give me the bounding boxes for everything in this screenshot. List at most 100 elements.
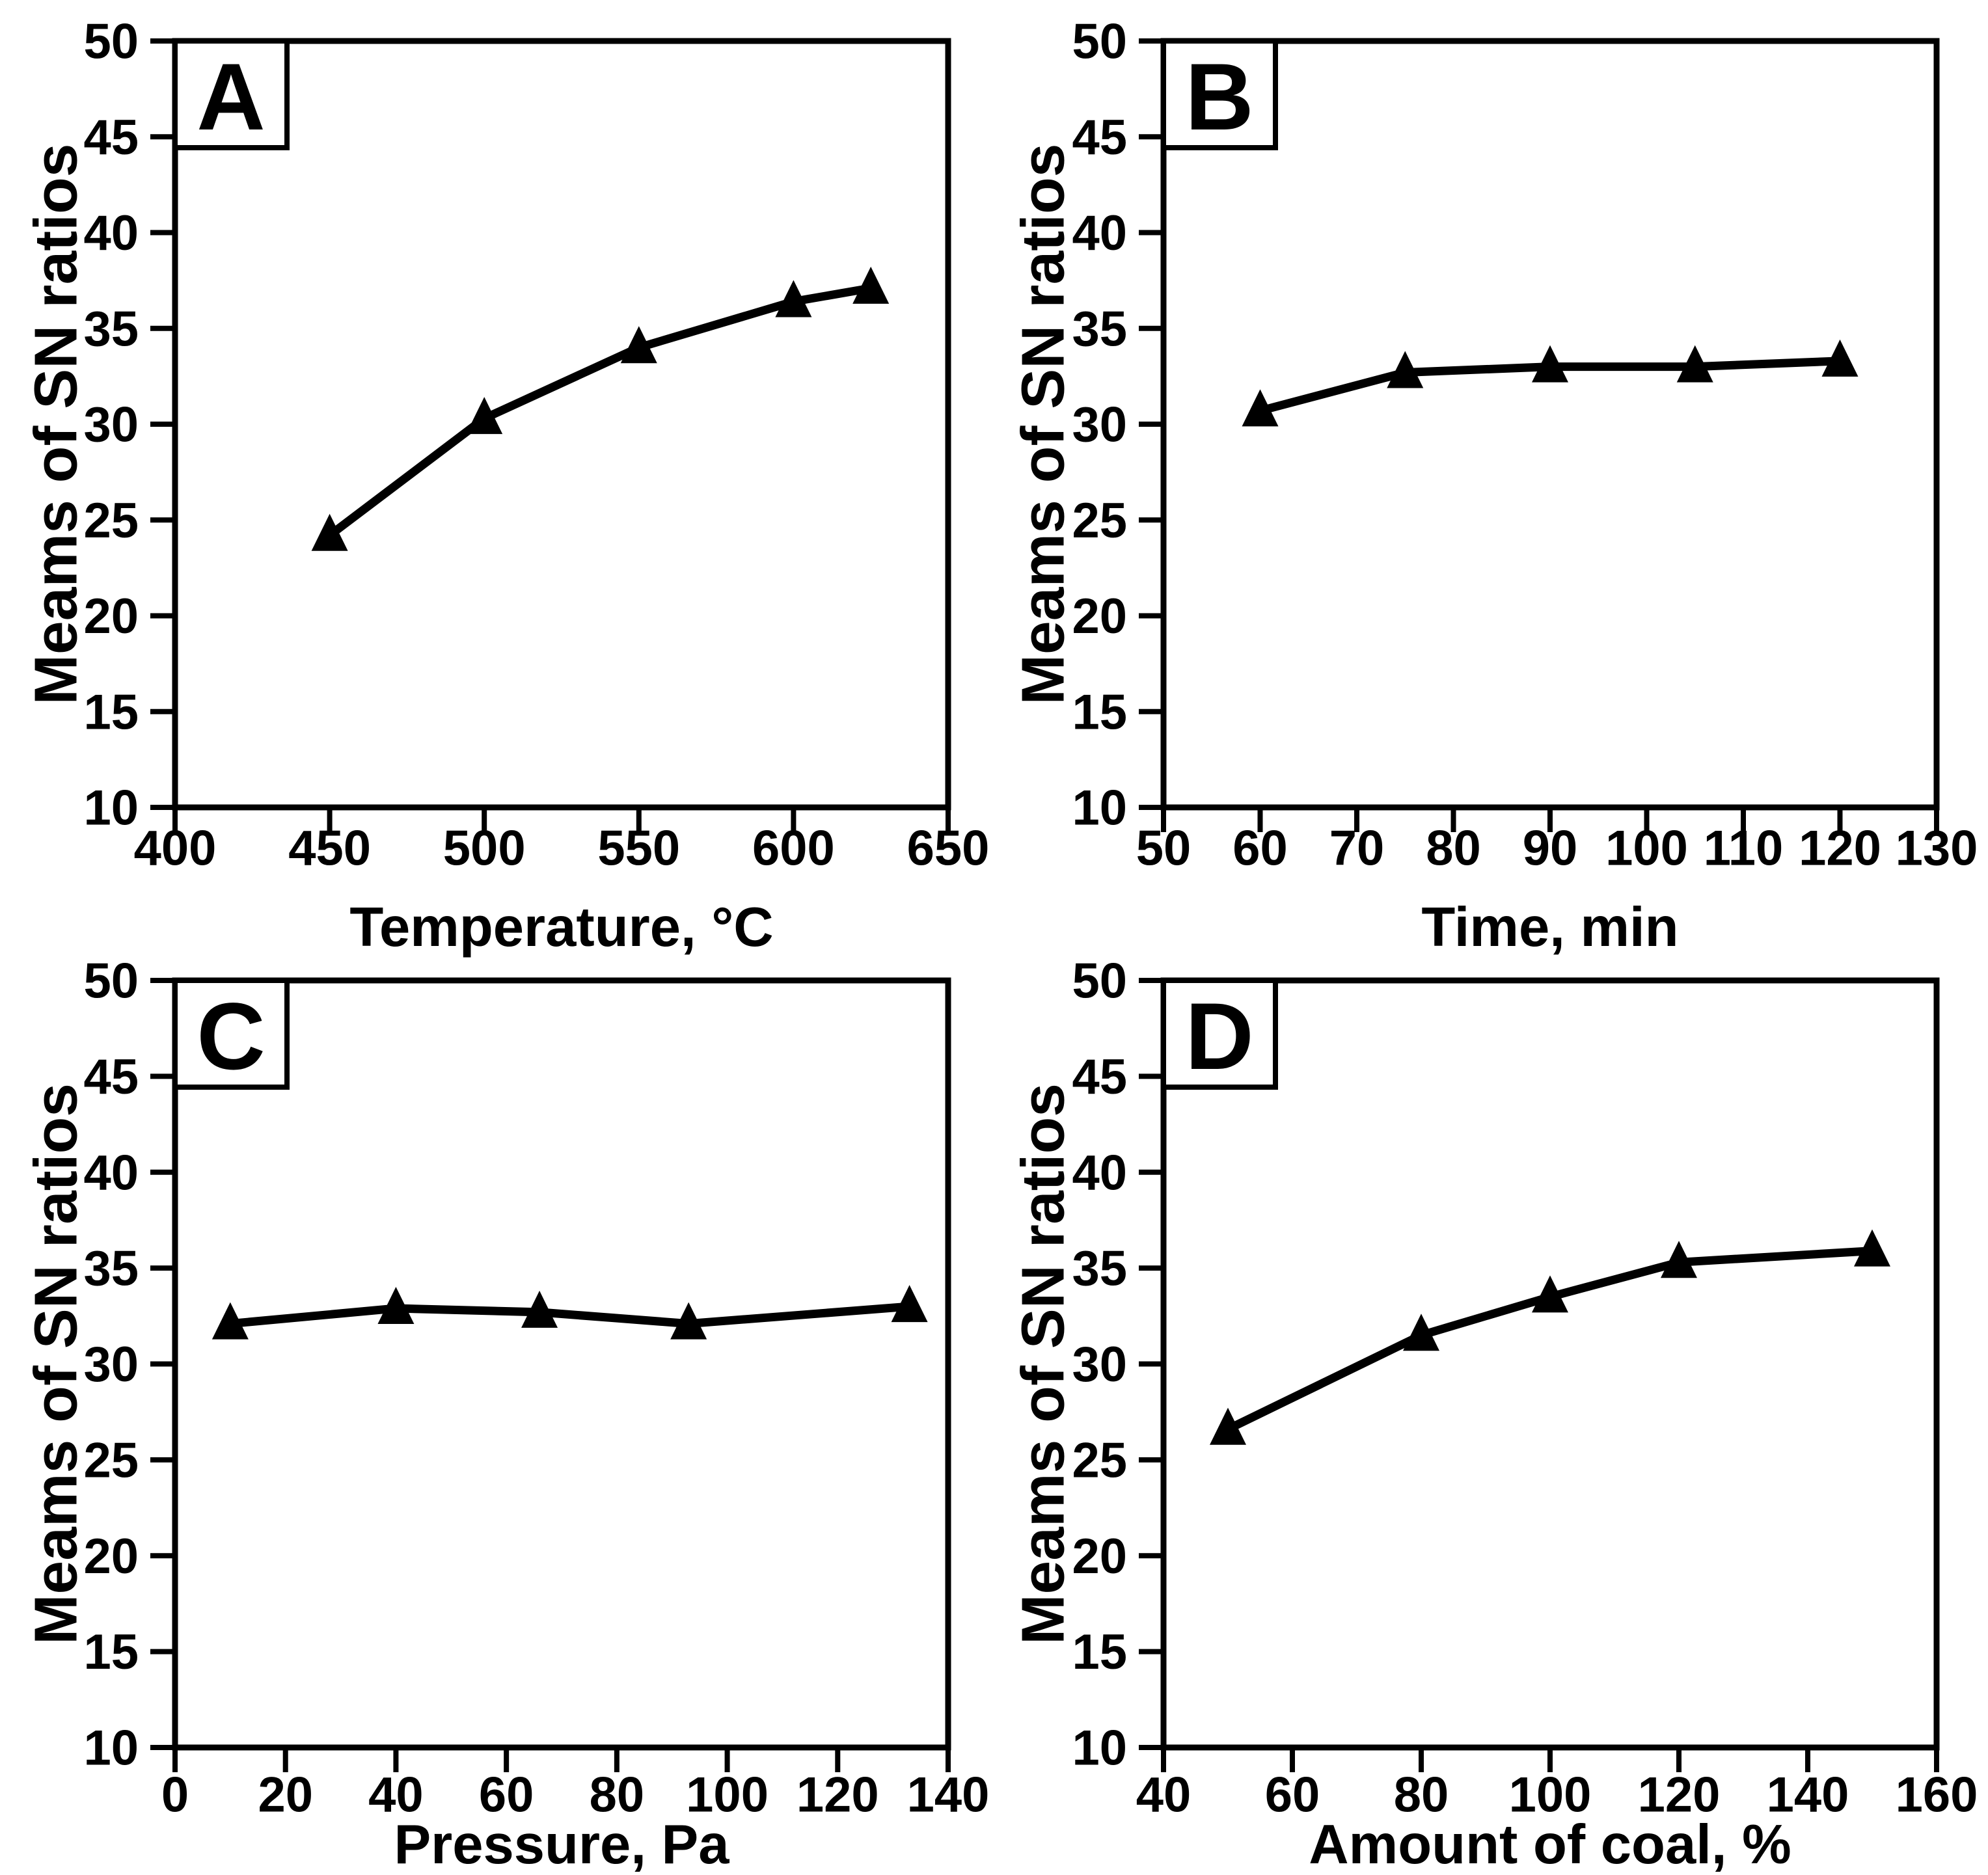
y-axis-title: Meams of SN ratios xyxy=(1009,143,1077,705)
x-tick-label: 80 xyxy=(1426,821,1481,876)
y-tick-label: 45 xyxy=(1072,1049,1127,1105)
y-tick-label: 25 xyxy=(83,1433,139,1488)
panel-label-box xyxy=(1161,978,1278,1090)
y-axis-title: Meams of SN ratios xyxy=(22,1083,90,1645)
y-tick-label: 30 xyxy=(1072,1337,1127,1392)
panel-label-box xyxy=(172,978,290,1090)
x-tick-label: 100 xyxy=(1605,821,1688,876)
x-tick-label: 650 xyxy=(907,821,990,876)
x-tick-label: 100 xyxy=(686,1768,769,1823)
x-tick-label: 20 xyxy=(258,1768,313,1823)
x-tick-label: 120 xyxy=(1638,1768,1721,1823)
x-tick-label: 450 xyxy=(288,821,371,876)
panel-label: C xyxy=(197,983,265,1089)
data-point-marker xyxy=(775,280,812,317)
data-point-marker xyxy=(311,513,348,551)
y-axis-title: Meams of SN ratios xyxy=(1009,1083,1077,1645)
y-tick-label: 50 xyxy=(1072,954,1127,1009)
y-tick-label: 10 xyxy=(83,781,139,836)
panel-label: D xyxy=(1185,983,1253,1089)
panel-a: 10 15 20 25 30 35 40 45 50 400 450 500 550 600 650 Meam… xyxy=(22,14,990,958)
data-point-marker xyxy=(1854,1229,1890,1267)
x-tick-label: 40 xyxy=(1136,1768,1191,1823)
y-tick-label: 50 xyxy=(83,954,139,1009)
x-tick-label: 500 xyxy=(443,821,526,876)
x-tick-label: 80 xyxy=(1394,1768,1449,1823)
data-point-marker xyxy=(1532,1275,1568,1313)
panel-label: B xyxy=(1185,44,1253,150)
panel-label-box xyxy=(172,38,290,150)
y-tick-label: 15 xyxy=(83,1625,139,1680)
data-point-marker xyxy=(1403,1314,1439,1351)
y-tick-label: 10 xyxy=(83,1721,139,1776)
x-tick-label: 160 xyxy=(1896,1768,1978,1823)
y-tick-label: 45 xyxy=(83,1049,139,1105)
y-tick-label: 45 xyxy=(83,110,139,165)
x-tick-label: 120 xyxy=(797,1768,879,1823)
y-tick-label: 25 xyxy=(1072,493,1127,548)
y-tick-label: 30 xyxy=(83,1337,139,1392)
panel-b: 10 15 20 25 30 35 40 45 50 50 60 70 80 90 100 110 120 130… xyxy=(1009,14,1978,958)
y-tick-label: 45 xyxy=(1072,110,1127,165)
x-tick-label: 40 xyxy=(368,1768,424,1823)
y-tick-label: 30 xyxy=(83,398,139,453)
y-tick-label: 40 xyxy=(1072,206,1127,261)
data-point-marker xyxy=(620,326,657,364)
y-tick-label: 35 xyxy=(1072,1241,1127,1297)
data-point-marker xyxy=(1676,345,1713,383)
data-point-marker xyxy=(1242,389,1279,427)
panel-label: A xyxy=(197,44,265,150)
x-tick-label: 400 xyxy=(134,821,217,876)
x-tick-label: 110 xyxy=(1704,821,1784,876)
y-tick-label: 40 xyxy=(83,206,139,261)
data-point-marker xyxy=(1387,351,1424,388)
y-tick-label: 40 xyxy=(1072,1145,1127,1200)
panel-d: 10 15 20 25 30 35 40 45 50 40 60 80 100 120 140 160 Meam… xyxy=(1009,954,1978,1875)
panel-label-box xyxy=(1161,38,1278,150)
x-tick-label: 80 xyxy=(590,1768,645,1823)
data-point-marker xyxy=(1210,1407,1246,1445)
x-tick-label: 600 xyxy=(752,821,835,876)
y-tick-label: 10 xyxy=(1072,781,1127,836)
x-axis-title: Time, min xyxy=(1421,897,1678,958)
y-tick-label: 50 xyxy=(1072,14,1127,70)
y-tick-label: 10 xyxy=(1072,1721,1127,1776)
x-tick-label: 130 xyxy=(1896,821,1978,876)
x-tick-label: 0 xyxy=(161,1768,189,1823)
y-axis-title: Meams of SN ratios xyxy=(22,143,90,705)
y-tick-label: 15 xyxy=(1072,684,1127,740)
data-point-marker xyxy=(521,1290,558,1328)
x-axis-title: Amount of coal, % xyxy=(1309,1814,1791,1872)
y-tick-label: 15 xyxy=(1072,1625,1127,1680)
y-tick-label: 20 xyxy=(83,1529,139,1584)
y-tick-label: 20 xyxy=(83,589,139,644)
y-tick-label: 25 xyxy=(83,493,139,548)
y-tick-label: 40 xyxy=(83,1145,139,1200)
data-point-marker xyxy=(466,397,503,435)
y-tick-label: 35 xyxy=(83,1241,139,1297)
x-tick-label: 50 xyxy=(1136,821,1191,876)
y-tick-label: 35 xyxy=(1072,301,1127,357)
data-point-marker xyxy=(891,1285,928,1323)
y-tick-label: 35 xyxy=(83,301,139,357)
x-tick-label: 60 xyxy=(1232,821,1288,876)
data-point-marker xyxy=(1661,1241,1697,1278)
y-tick-label: 50 xyxy=(83,14,139,70)
x-tick-label: 60 xyxy=(1265,1768,1320,1823)
y-tick-label: 30 xyxy=(1072,398,1127,453)
y-tick-label: 15 xyxy=(83,684,139,740)
x-tick-label: 550 xyxy=(597,821,680,876)
data-point-marker xyxy=(852,266,890,304)
x-tick-label: 140 xyxy=(907,1768,990,1823)
data-point-marker xyxy=(1821,339,1859,377)
panel-c: 10 15 20 25 30 35 40 45 50 0 20 40 60 80 100 120 140 Meam… xyxy=(22,954,990,1875)
y-tick-label: 20 xyxy=(1072,1529,1127,1584)
y-tick-label: 20 xyxy=(1072,589,1127,644)
x-axis-title: Temperature, °C xyxy=(349,897,773,958)
x-tick-label: 90 xyxy=(1523,821,1578,876)
x-tick-label: 120 xyxy=(1799,821,1881,876)
x-tick-label: 60 xyxy=(479,1768,534,1823)
